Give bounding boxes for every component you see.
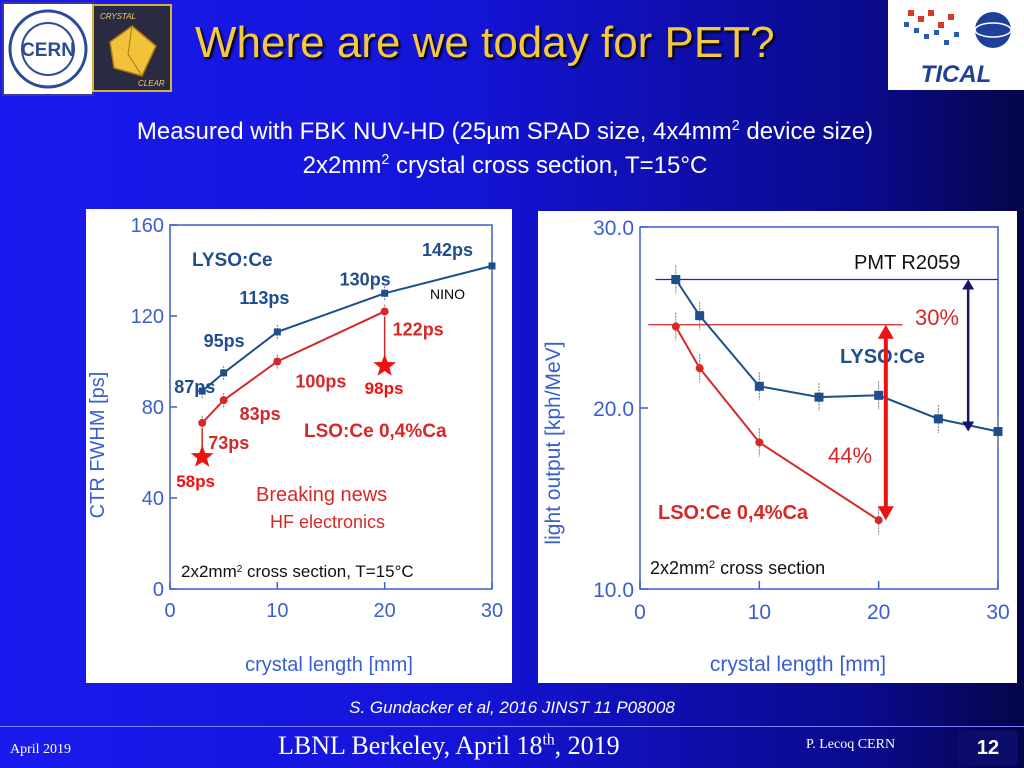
ctr-data-label: 87ps bbox=[174, 377, 215, 397]
ctr-data-point bbox=[380, 307, 389, 316]
subtitle-line-1: Measured with FBK NUV-HD (25µm SPAD size… bbox=[136, 118, 874, 145]
crystal-logo-bottom: CLEAR bbox=[138, 79, 165, 88]
footer-date: April 2019 bbox=[10, 742, 72, 757]
citation: S. Gundacker et al, 2016 JINST 11 P08008 bbox=[349, 698, 675, 717]
ctr-ytick-label: 0 bbox=[153, 579, 164, 601]
arrow-30-head-bottom bbox=[962, 421, 975, 432]
lo-data-point bbox=[754, 381, 764, 391]
cern-logo: CERN bbox=[2, 2, 94, 96]
ctr-data-point bbox=[198, 418, 207, 427]
ctr-ylabel: CTR FWHM [ps] bbox=[87, 372, 109, 519]
tical-logo: TICAL bbox=[888, 0, 1024, 90]
ctr-data-label: 83ps bbox=[240, 404, 281, 424]
ctr-xlabel: crystal length [mm] bbox=[245, 654, 413, 676]
ctr-data-point bbox=[198, 387, 206, 395]
ctr-xtick-label: 30 bbox=[481, 600, 503, 622]
ctr-hf-star bbox=[373, 354, 397, 376]
ctr-data-label: 130ps bbox=[340, 269, 391, 289]
ctr-legend-lyso: LYSO:Ce bbox=[192, 250, 273, 271]
lo-ylabel: light output [kph/MeV] bbox=[542, 341, 565, 544]
lo-legend-lso: LSO:Ce 0,4%Ca bbox=[658, 502, 809, 524]
ctr-ytick-label: 40 bbox=[142, 488, 164, 510]
lo-cross-section: 2x2mm2 cross section bbox=[650, 558, 825, 578]
ctr-data-point bbox=[219, 396, 228, 405]
subtitle-line-2: 2x2mm2 crystal cross section, T=15°C bbox=[302, 152, 708, 179]
ctr-data-point bbox=[273, 328, 281, 336]
ctr-xtick-label: 20 bbox=[374, 600, 396, 622]
ctr-data-label: 73ps bbox=[208, 433, 249, 453]
lo-data-point bbox=[671, 322, 680, 331]
lo-data-point bbox=[933, 414, 943, 424]
lo-xtick-label: 30 bbox=[986, 601, 1009, 624]
lo-data-point bbox=[993, 427, 1003, 437]
hf-electronics-label: HF electronics bbox=[270, 512, 385, 532]
lo-data-point bbox=[814, 392, 824, 402]
crystal-clear-logo: CRYSTAL CLEAR bbox=[92, 4, 172, 92]
lo-data-point bbox=[755, 438, 764, 447]
light-output-chart: 10.0 20.0 30.0 0 10 20 30 light output [kph/Me… bbox=[542, 217, 1010, 676]
lo-legend-lyso: LYSO:Ce bbox=[840, 346, 925, 368]
slide-title: Where are we today for PET? bbox=[195, 18, 775, 67]
ctr-data-label: 95ps bbox=[204, 331, 245, 351]
lo-data-point bbox=[671, 274, 681, 284]
ctr-xtick-label: 0 bbox=[164, 600, 175, 622]
ctr-ytick-label: 160 bbox=[131, 215, 164, 237]
nino-label: NINO bbox=[430, 286, 465, 302]
page-number: 12 bbox=[958, 731, 1018, 765]
ctr-cross-section: 2x2mm2 cross section, T=15°C bbox=[181, 562, 414, 581]
pct-44-label: 44% bbox=[828, 443, 872, 468]
lo-data-point bbox=[695, 311, 705, 321]
ctr-data-label: 113ps bbox=[239, 288, 289, 308]
ctr-hf-label: 98ps bbox=[365, 379, 404, 398]
ctr-data-point bbox=[220, 369, 228, 377]
lo-xtick-label: 10 bbox=[748, 601, 771, 624]
lo-xtick-label: 0 bbox=[634, 601, 646, 624]
ctr-data-label: 142ps bbox=[422, 240, 473, 260]
ctr-data-label: 100ps bbox=[295, 372, 346, 392]
ctr-legend-lso: LSO:Ce 0,4%Ca bbox=[304, 421, 447, 442]
tical-logo-text: TICAL bbox=[921, 61, 992, 88]
lo-ytick-label: 10.0 bbox=[593, 579, 634, 602]
breaking-news-label: Breaking news bbox=[256, 484, 387, 506]
ctr-ytick-label: 80 bbox=[142, 397, 164, 419]
footer-divider bbox=[0, 726, 1024, 727]
lo-series-line bbox=[674, 278, 999, 433]
lo-ytick-label: 20.0 bbox=[593, 398, 634, 421]
ctr-data-label: 122ps bbox=[393, 319, 444, 339]
lo-xtick-label: 20 bbox=[867, 601, 890, 624]
lo-xlabel: crystal length [mm] bbox=[710, 653, 886, 676]
crystal-logo-top: CRYSTAL bbox=[100, 12, 136, 21]
footer-event: LBNL Berkeley, April 18th, 2019 bbox=[278, 731, 620, 760]
ctr-series-line bbox=[201, 310, 386, 424]
arrow-30-head-top bbox=[962, 279, 975, 290]
lo-data-point bbox=[874, 516, 883, 525]
ctr-data-point bbox=[381, 289, 389, 297]
ctr-hf-star bbox=[190, 445, 214, 467]
pmt-label: PMT R2059 bbox=[854, 252, 960, 274]
lo-series-line bbox=[674, 326, 880, 522]
arrow-44-head-bottom bbox=[877, 506, 894, 521]
cern-logo-text: CERN bbox=[21, 40, 75, 61]
pct-30-label: 30% bbox=[915, 305, 959, 330]
arrow-44-head-top bbox=[877, 324, 894, 339]
ctr-hf-label: 58ps bbox=[176, 472, 215, 491]
lo-data-point bbox=[874, 390, 884, 400]
ctr-data-point bbox=[273, 357, 282, 366]
ctr-xtick-label: 10 bbox=[266, 600, 288, 622]
lo-ytick-label: 30.0 bbox=[593, 217, 634, 240]
ctr-ytick-label: 120 bbox=[131, 306, 164, 328]
ctr-data-point bbox=[488, 262, 496, 270]
light-output-chart-panel: 10.0 20.0 30.0 0 10 20 30 light output [kph/Me… bbox=[538, 211, 1017, 683]
ctr-chart-panel: 0 40 80 120 160 0 10 20 30 CTR FWHM [ps] crystal… bbox=[86, 209, 512, 683]
ctr-chart: 0 40 80 120 160 0 10 20 30 CTR FWHM [ps] crystal… bbox=[87, 215, 503, 676]
lo-data-point bbox=[695, 364, 704, 373]
footer-author: P. Lecoq CERN bbox=[806, 737, 896, 752]
